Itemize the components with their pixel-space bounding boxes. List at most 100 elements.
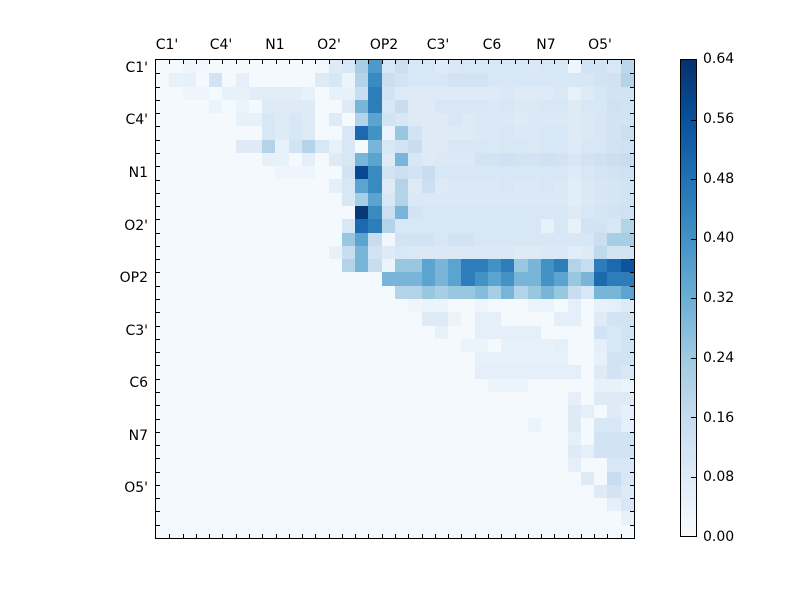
heatmap-cell xyxy=(368,272,382,286)
heatmap-cell xyxy=(368,179,382,193)
heatmap-cell xyxy=(341,391,356,406)
heatmap-cell xyxy=(594,365,608,379)
heatmap-cell xyxy=(288,86,303,100)
heatmap-cell xyxy=(474,60,488,74)
heatmap-cell xyxy=(474,445,488,459)
heatmap-cell xyxy=(195,352,210,366)
heatmap-cell xyxy=(381,259,395,273)
heatmap-cell xyxy=(368,152,382,167)
heatmap-cell xyxy=(169,498,183,512)
heatmap-cell xyxy=(408,391,422,406)
heatmap-cell xyxy=(394,139,409,153)
heatmap-cell xyxy=(182,445,196,459)
heatmap-cell xyxy=(594,166,608,180)
heatmap-cell xyxy=(620,471,634,485)
axis-tick xyxy=(209,60,211,64)
axis-tick xyxy=(630,272,634,274)
heatmap-cell xyxy=(235,298,249,313)
heatmap-cell xyxy=(328,245,342,260)
axis-tick xyxy=(630,245,634,247)
axis-tick xyxy=(156,139,160,141)
heatmap-cell xyxy=(355,113,369,127)
heatmap-cell xyxy=(288,365,303,379)
heatmap-cell xyxy=(448,431,462,446)
heatmap-cell xyxy=(222,259,236,273)
heatmap-cell xyxy=(421,139,435,153)
heatmap-cell xyxy=(182,431,196,446)
colorbar-tick-label: 0.08 xyxy=(703,469,735,486)
heatmap-cell xyxy=(341,405,356,419)
heatmap-cell xyxy=(248,325,263,339)
heatmap-cell xyxy=(448,471,462,485)
heatmap-cell xyxy=(302,86,316,100)
heatmap-cell xyxy=(262,524,276,538)
heatmap-cell xyxy=(156,259,170,273)
axis-tick xyxy=(630,418,634,420)
heatmap-cell xyxy=(421,86,435,100)
heatmap-cell xyxy=(394,219,409,233)
heatmap-cell xyxy=(474,391,488,406)
heatmap-cell xyxy=(607,152,621,167)
heatmap-cell xyxy=(474,152,488,167)
heatmap-cell xyxy=(195,126,210,140)
heatmap-cell xyxy=(541,259,555,273)
heatmap-cell xyxy=(421,232,435,246)
heatmap-cell xyxy=(527,219,542,233)
heatmap-cell xyxy=(607,325,621,339)
heatmap-cell xyxy=(487,152,502,167)
heatmap-cell xyxy=(275,192,289,207)
heatmap-cell xyxy=(421,352,435,366)
heatmap-cell xyxy=(235,60,249,74)
heatmap-cell xyxy=(182,166,196,180)
heatmap-cell xyxy=(262,312,276,326)
heatmap-cell xyxy=(527,245,542,260)
axis-tick xyxy=(156,511,160,513)
heatmap-cell xyxy=(209,418,223,432)
heatmap-cell xyxy=(394,179,409,193)
heatmap-cell xyxy=(408,405,422,419)
heatmap-cell xyxy=(195,338,210,353)
heatmap-cell xyxy=(288,206,303,220)
heatmap-cell xyxy=(328,126,342,140)
heatmap-cell xyxy=(222,99,236,114)
heatmap-cell xyxy=(408,431,422,446)
heatmap-cell xyxy=(501,166,515,180)
axis-tick xyxy=(156,338,160,340)
heatmap-cell xyxy=(222,325,236,339)
heatmap-cell xyxy=(368,139,382,153)
heatmap-cell xyxy=(580,524,595,538)
heatmap-cell xyxy=(156,378,170,392)
heatmap-cell xyxy=(328,391,342,406)
heatmap-cell xyxy=(487,166,502,180)
heatmap-cell xyxy=(235,365,249,379)
heatmap-cell xyxy=(487,391,502,406)
heatmap-cell xyxy=(341,113,356,127)
heatmap-cell xyxy=(408,166,422,180)
heatmap-cell xyxy=(262,245,276,260)
heatmap-cell xyxy=(355,60,369,74)
heatmap-cell xyxy=(275,378,289,392)
heatmap-cell xyxy=(156,245,170,260)
heatmap-cell xyxy=(341,99,356,114)
heatmap-cell xyxy=(209,179,223,193)
heatmap-cell xyxy=(474,471,488,485)
heatmap-cell xyxy=(461,338,475,353)
axis-tick xyxy=(630,378,634,380)
axis-tick xyxy=(541,60,543,64)
heatmap-cell xyxy=(421,272,435,286)
heatmap-cell xyxy=(541,298,555,313)
heatmap-cell xyxy=(580,99,595,114)
heatmap-cell xyxy=(554,113,568,127)
heatmap-cell xyxy=(248,166,263,180)
colorbar-tick-label: 0.32 xyxy=(703,290,735,306)
heatmap-cell xyxy=(275,431,289,446)
heatmap-cell xyxy=(501,73,515,87)
heatmap-cell xyxy=(554,99,568,114)
heatmap-cell xyxy=(355,325,369,339)
heatmap-cell xyxy=(514,524,528,538)
heatmap-cell xyxy=(501,418,515,432)
heatmap-cell xyxy=(248,113,263,127)
axis-tick xyxy=(248,60,250,64)
heatmap-cell xyxy=(222,458,236,472)
heatmap-cell xyxy=(394,285,409,299)
